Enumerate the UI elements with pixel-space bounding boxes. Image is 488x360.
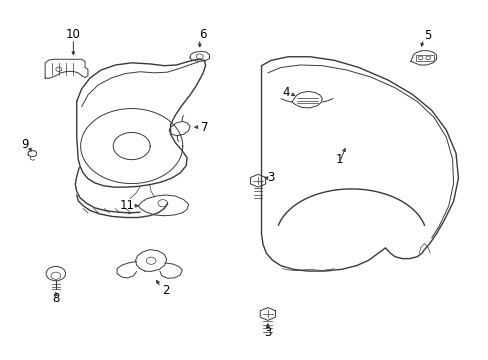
Text: 3: 3: [267, 171, 274, 184]
Text: 5: 5: [424, 29, 431, 42]
Text: 2: 2: [162, 284, 169, 297]
Text: 7: 7: [201, 121, 208, 134]
Text: 6: 6: [199, 28, 206, 41]
Text: 9: 9: [21, 139, 28, 152]
Text: 4: 4: [282, 86, 289, 99]
Text: 10: 10: [66, 28, 81, 41]
Text: 11: 11: [119, 199, 134, 212]
Text: 1: 1: [335, 153, 343, 166]
Text: 3: 3: [264, 327, 271, 339]
Text: 8: 8: [52, 292, 60, 305]
Bar: [415, 55, 433, 62]
